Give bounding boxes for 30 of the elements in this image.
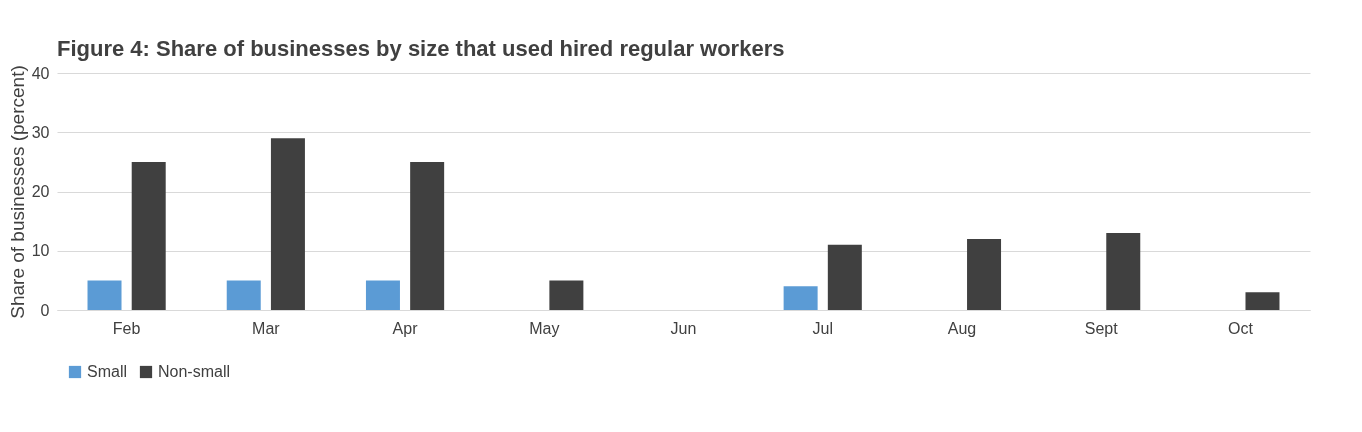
y-tick-label: 20 (31, 183, 50, 200)
chart-title: Figure 4: Share of businesses by size that used hired regular workers (57, 35, 785, 61)
y-tick-label: 30 (31, 123, 50, 141)
bar (1106, 232, 1141, 310)
x-tick-label: Jun (670, 319, 697, 337)
bar (1245, 292, 1280, 310)
bar (410, 161, 445, 310)
legend-label: Small (87, 363, 128, 380)
x-tick-label: Sept (1084, 319, 1119, 337)
y-axis-title: Share of businesses (percent) (6, 65, 28, 319)
x-tick-label: Oct (1227, 319, 1254, 337)
bar (967, 238, 1002, 310)
bar (226, 280, 261, 310)
legend-label: Non-small (158, 363, 231, 380)
y-tick-label: 10 (31, 242, 50, 260)
bar (549, 280, 584, 310)
bar (365, 280, 400, 310)
x-tick-label: May (529, 319, 560, 337)
bar (270, 138, 305, 310)
bar (783, 286, 818, 310)
x-tick-label: Jul (812, 319, 833, 337)
x-tick-label: Feb (112, 319, 141, 337)
y-tick-label: 0 (40, 301, 50, 319)
x-tick-label: Mar (252, 319, 281, 337)
y-tick-label: 40 (31, 64, 50, 82)
bar (87, 280, 122, 310)
x-tick-label: Apr (392, 319, 419, 337)
bar (131, 161, 166, 310)
bar (827, 244, 862, 310)
x-tick-label: Aug (947, 319, 977, 337)
